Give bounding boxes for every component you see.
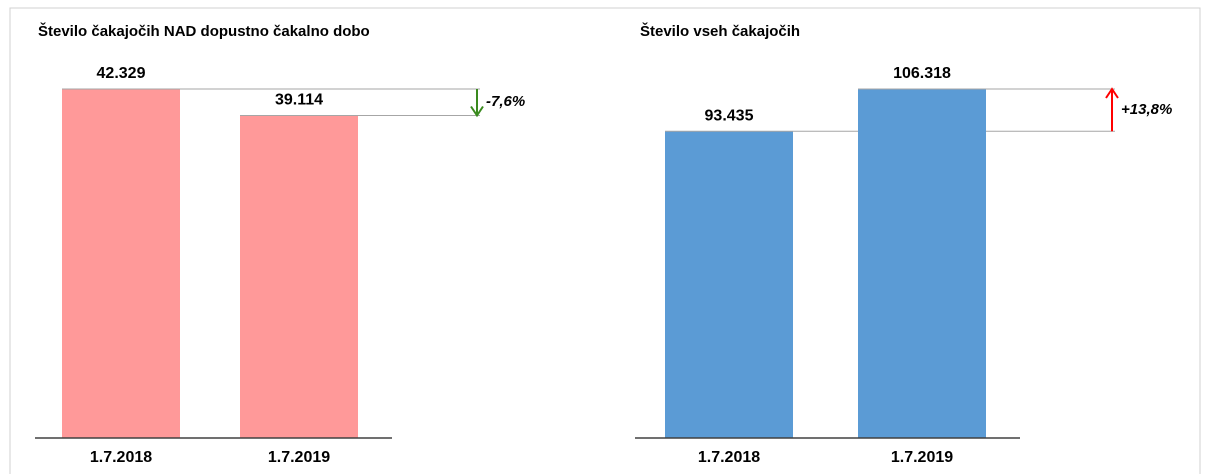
change-label: +13,8% [1121,101,1172,118]
chart-title: Število vseh čakajočih [640,22,800,40]
change-arrow-head [470,105,484,118]
bar [62,89,180,438]
x-tick-label: 1.7.2019 [891,449,953,466]
value-label: 106.318 [893,65,951,82]
bar [858,89,986,438]
value-label: 39.114 [275,92,323,109]
change-arrow-head [1105,87,1119,99]
x-tick-label: 1.7.2018 [90,449,152,466]
bar [665,131,793,438]
change-label: -7,6% [486,93,525,110]
value-label: 93.435 [705,108,754,125]
x-tick-label: 1.7.2018 [698,449,760,466]
value-label: 42.329 [97,65,146,82]
frame [9,7,1201,474]
bar [240,115,358,438]
chart-title: Število čakajočih NAD dopustno čakalno d… [38,22,370,40]
x-tick-label: 1.7.2019 [268,449,330,466]
